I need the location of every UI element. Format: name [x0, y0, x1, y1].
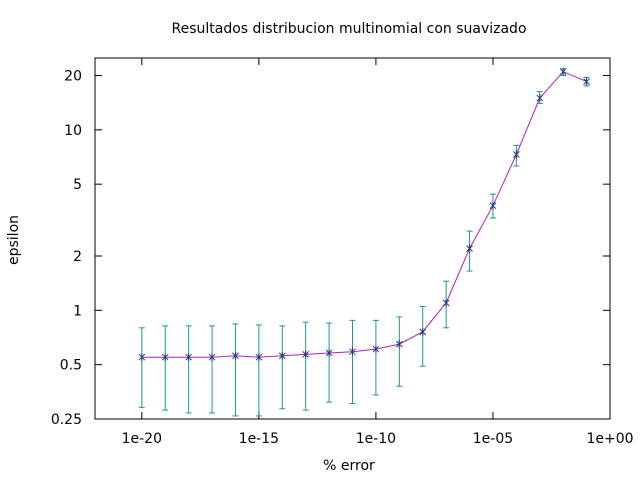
data-point: [161, 353, 169, 362]
chart-title: Resultados distribucion multinomial con …: [171, 21, 526, 37]
data-point: [442, 298, 450, 307]
series-line: [141, 71, 587, 358]
plot-frame: [94, 57, 611, 420]
error-bar: [396, 316, 403, 387]
data-point: [349, 347, 356, 356]
y-tick-label: 10: [64, 123, 82, 139]
data-point: [208, 353, 216, 362]
x-tick-label: 1e-05: [473, 431, 513, 447]
error-bar: [279, 325, 286, 410]
error-bar: [326, 322, 333, 403]
data-point: [419, 327, 427, 336]
error-bar: [372, 319, 379, 396]
y-tick-label: 1: [73, 303, 82, 319]
error-bar: [162, 325, 169, 411]
y-tick-label: 5: [73, 177, 82, 193]
data-point: [513, 150, 520, 159]
data-point: [255, 353, 263, 362]
data-point: [559, 67, 567, 76]
x-tick-label: 1e-15: [239, 431, 279, 447]
data-point: [372, 345, 380, 354]
y-tick-label: 20: [64, 68, 82, 84]
y-tick-label: 2: [73, 249, 82, 265]
y-axis-label: epsilon: [6, 215, 22, 265]
error-bar: [255, 324, 262, 417]
data-point: [232, 351, 239, 360]
error-bar: [209, 325, 216, 414]
error-bar: [419, 306, 426, 367]
y-tick-label: 0.25: [51, 412, 82, 428]
x-tick-label: 1e-20: [122, 431, 162, 447]
x-tick-label: 1e+00: [586, 431, 633, 447]
data-point: [583, 77, 590, 86]
data-point: [138, 353, 146, 362]
data-point: [302, 350, 310, 359]
error-bar: [349, 319, 356, 404]
data-point: [395, 340, 403, 349]
data-point: [325, 349, 333, 358]
data-point: [489, 201, 497, 210]
data-series: [138, 67, 590, 417]
error-bar: [232, 323, 239, 417]
data-point: [466, 244, 473, 253]
y-tick-label: 0.5: [60, 358, 82, 374]
error-bar: [185, 325, 192, 414]
error-bar: [138, 327, 145, 408]
data-point: [185, 353, 192, 362]
data-point: [536, 94, 544, 103]
x-tick-label: 1e-10: [356, 431, 396, 447]
x-axis-label: % error: [323, 458, 375, 474]
axes: 1e-20 1e-15 1e-10 1e-05 1e+00 0.25 0.5 1 2 5 10 20: [51, 57, 634, 447]
data-point: [278, 351, 286, 360]
error-bar: [302, 321, 309, 411]
